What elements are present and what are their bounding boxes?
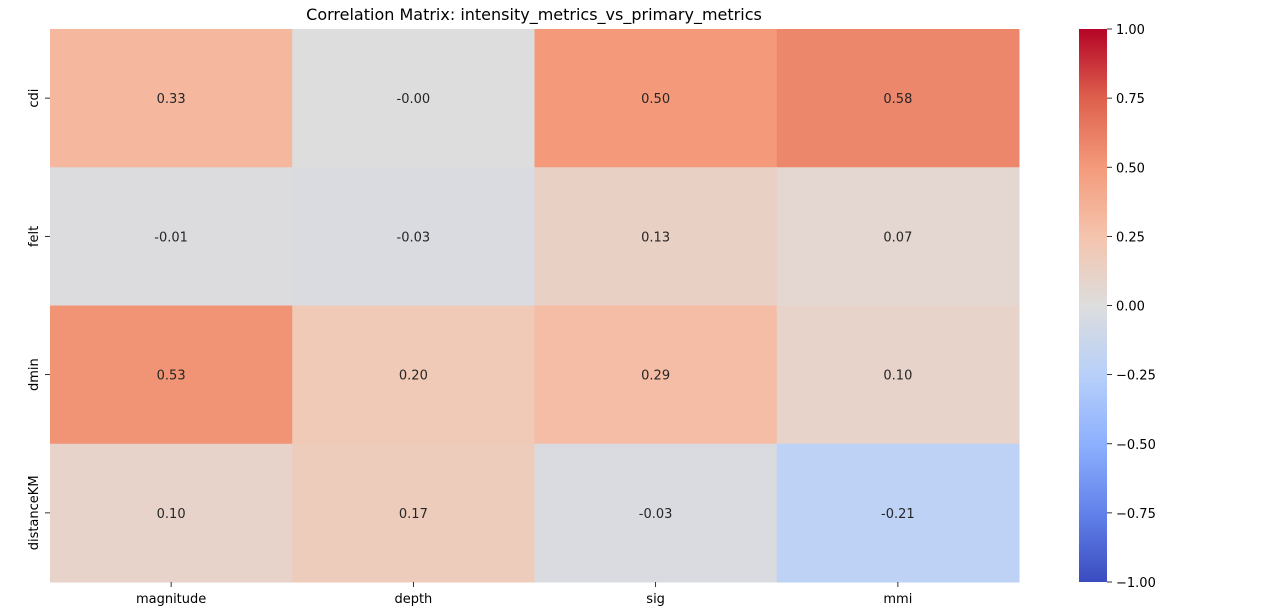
x-tick-label: sig [646, 592, 665, 607]
x-axis: magnitude depth sig mmi [136, 582, 912, 607]
cell-value-label: 0.20 [399, 369, 428, 384]
heatmap-cell [534, 443, 778, 583]
heatmap-cell [50, 305, 293, 445]
cell-value-label: 0.17 [399, 507, 428, 522]
cell-value-label: 0.29 [641, 369, 670, 384]
colorbar: 1.00 0.75 0.50 0.25 0.00 −0.25 −0.50 −0.75 −1.00 [1079, 23, 1156, 591]
x-tick-label: mmi [883, 592, 912, 607]
cell-value-label: 0.07 [883, 230, 912, 245]
heatmap-cell [776, 29, 1020, 168]
cell-value-label: -0.03 [397, 230, 431, 245]
heatmap-cell [292, 29, 535, 168]
cell-value-label: -0.01 [154, 230, 188, 245]
heatmap-cell [50, 443, 293, 583]
heatmap-cell [776, 443, 1020, 583]
colorbar-tick-label: 0.50 [1116, 161, 1145, 176]
y-tick-label: cdi [27, 89, 42, 108]
x-tick-label: magnitude [136, 592, 206, 607]
heatmap-cell [50, 29, 293, 168]
colorbar-tick-label: 0.25 [1116, 230, 1145, 245]
heatmap-cell [776, 305, 1020, 445]
cell-value-label: -0.03 [639, 507, 673, 522]
cell-value-label: -0.00 [397, 92, 431, 107]
x-tick-label: depth [394, 592, 432, 607]
colorbar-tick-label: 0.75 [1116, 92, 1145, 107]
cell-value-label: 0.58 [883, 92, 912, 107]
cell-value-label: -0.21 [881, 507, 915, 522]
y-tick-label: felt [27, 226, 42, 247]
y-axis: cdi felt dmin distanceKM [27, 89, 50, 550]
chart-title: Correlation Matrix: intensity_metrics_vs… [306, 5, 762, 25]
colorbar-gradient [1079, 29, 1107, 582]
colorbar-tick-label: −0.25 [1116, 369, 1156, 384]
heatmap-cell [292, 305, 535, 445]
heatmap-cell [50, 167, 293, 306]
heatmap-cell [292, 443, 535, 583]
colorbar-tick-label: −0.75 [1116, 507, 1156, 522]
y-tick-label: dmin [27, 358, 42, 391]
colorbar-tick-label: 0.00 [1116, 300, 1145, 315]
cell-value-label: 0.50 [641, 92, 670, 107]
y-tick-label: distanceKM [27, 475, 42, 550]
cell-value-label: 0.53 [157, 369, 186, 384]
colorbar-tick-label: −0.50 [1116, 438, 1156, 453]
colorbar-tick-label: −1.00 [1116, 576, 1156, 591]
heatmap-cell [534, 29, 778, 168]
heatmap-cell [534, 305, 778, 445]
heatmap-cell [292, 167, 535, 306]
heatmap-cells: 0.33 -0.00 0.50 0.58 -0.01 -0.03 0.13 0.07 0.53 0… [50, 29, 1020, 583]
cell-value-label: 0.33 [157, 92, 186, 107]
colorbar-tick-label: 1.00 [1116, 23, 1145, 38]
cell-value-label: 0.10 [157, 507, 186, 522]
heatmap-cell [776, 167, 1020, 306]
cell-value-label: 0.10 [883, 369, 912, 384]
heatmap-cell [534, 167, 778, 306]
cell-value-label: 0.13 [641, 230, 670, 245]
